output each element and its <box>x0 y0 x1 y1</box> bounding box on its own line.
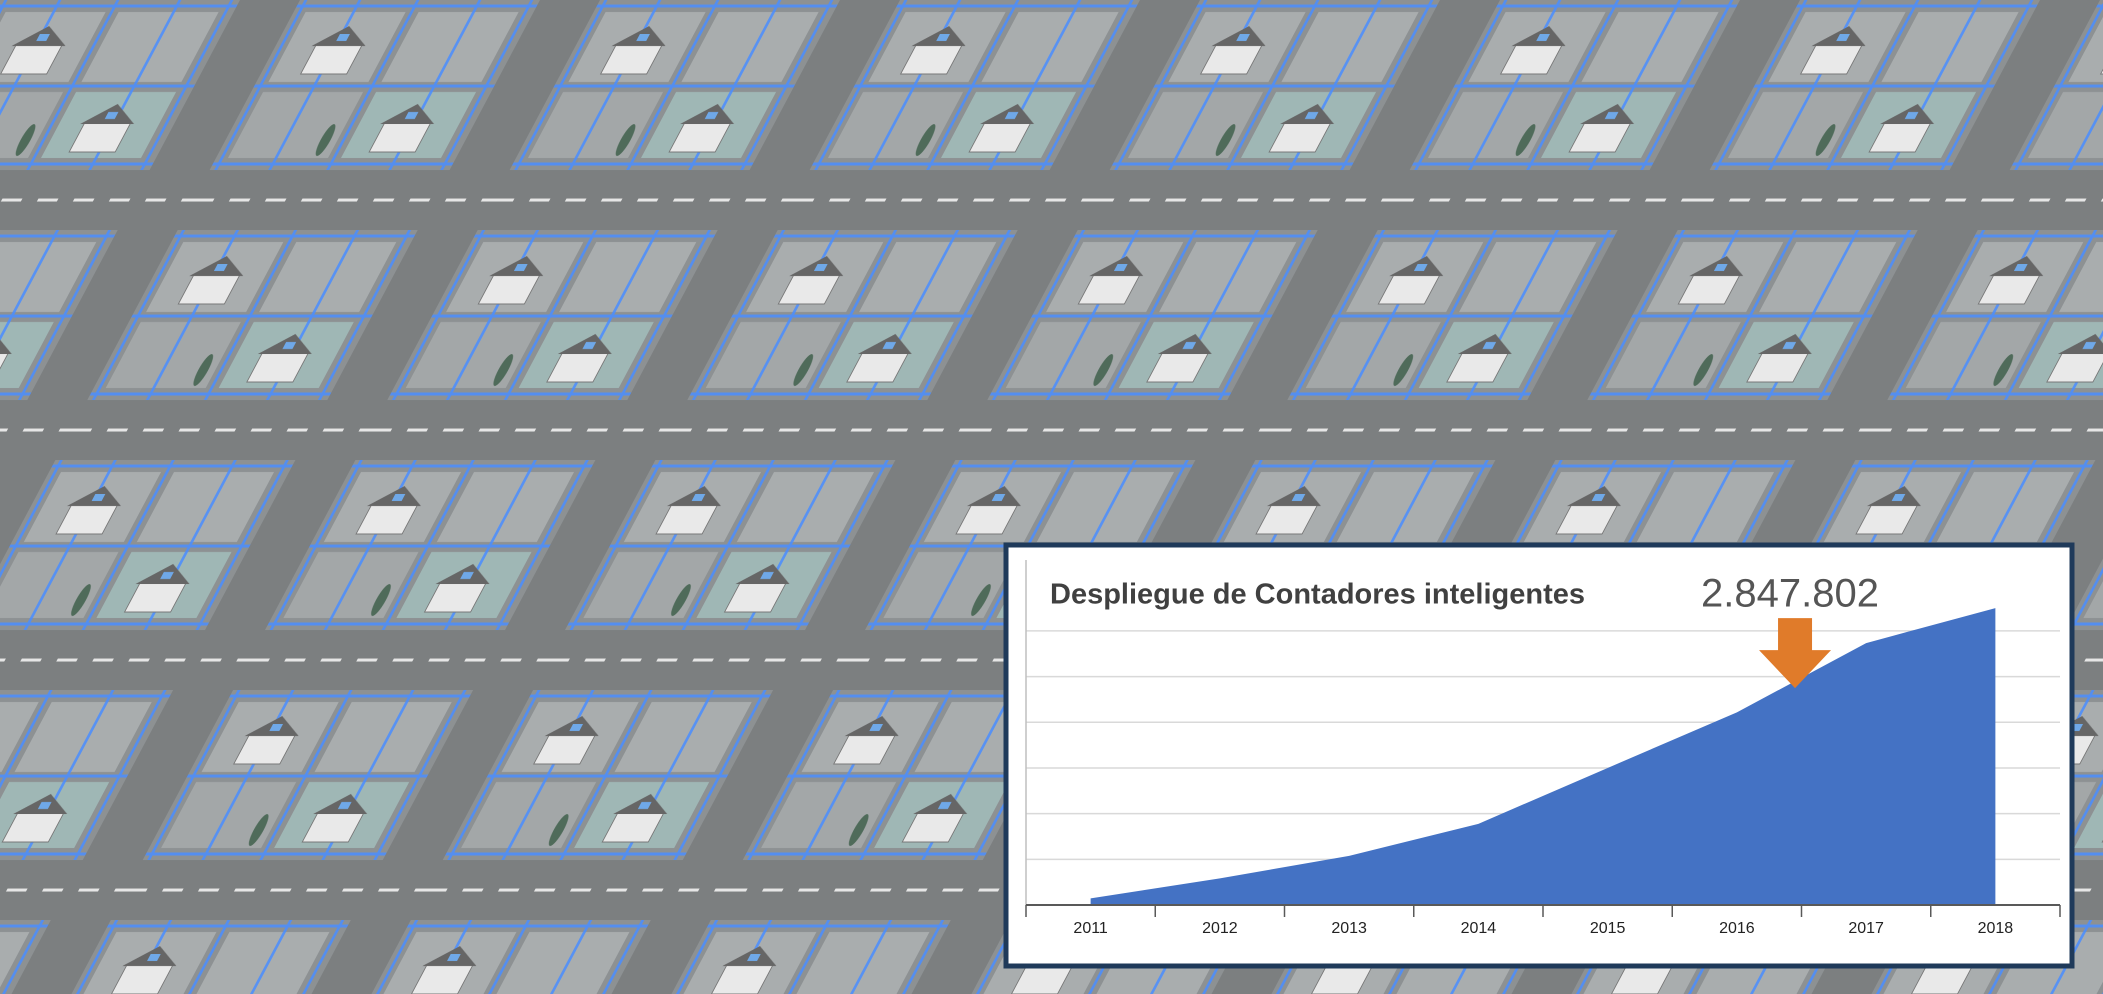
chart-title: Despliegue de Contadores inteligentes <box>1050 579 1585 611</box>
x-tick-label: 2015 <box>1590 920 1626 937</box>
annotation-label: 2.847.802 <box>1701 572 1879 616</box>
x-tick-label: 2011 <box>1073 920 1108 937</box>
x-tick-label: 2012 <box>1202 920 1238 937</box>
x-tick-label: 2016 <box>1719 920 1755 937</box>
page: Despliegue de Contadores inteligentes 20… <box>0 0 2103 994</box>
x-tick-label: 2017 <box>1848 920 1884 937</box>
scene: Despliegue de Contadores inteligentes 20… <box>0 0 2103 994</box>
x-tick-label: 2013 <box>1331 920 1367 937</box>
x-tick-label: 2018 <box>1978 920 2014 937</box>
x-tick-label: 2014 <box>1461 920 1497 937</box>
